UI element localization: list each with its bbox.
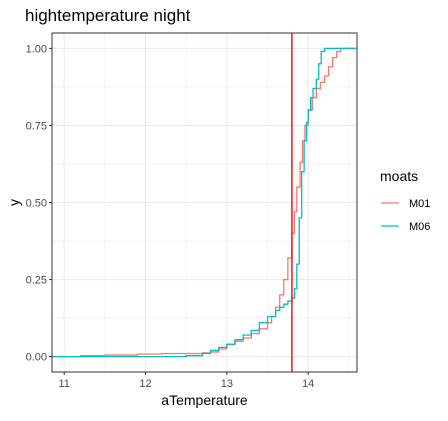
legend-label-M01: M01 — [409, 198, 430, 210]
y-axis-title: y — [6, 199, 22, 206]
x-axis-title: aTemperature — [161, 392, 248, 408]
series-line-M06 — [52, 47, 357, 358]
y-tick-label: 0.50 — [26, 198, 47, 210]
grid-major — [52, 33, 357, 372]
x-axis: 11 12 13 14 — [58, 372, 314, 390]
y-tick-label: 0.75 — [26, 120, 47, 132]
legend-title: moats — [380, 168, 418, 184]
y-axis: 0.00 0.25 0.50 0.75 1.00 — [26, 43, 52, 364]
y-tick-label: 0.25 — [26, 275, 47, 287]
chart-title: hightemperature night — [25, 6, 191, 25]
legend: moats M01 M06 — [380, 168, 430, 233]
x-tick-label: 14 — [302, 378, 314, 390]
legend-label-M06: M06 — [409, 221, 430, 233]
x-tick-label: 11 — [58, 378, 69, 390]
series-layer — [52, 47, 357, 358]
x-tick-label: 12 — [139, 378, 151, 390]
y-tick-label: 0.00 — [26, 352, 47, 364]
x-tick-label: 13 — [221, 378, 233, 390]
y-tick-label: 1.00 — [26, 43, 47, 55]
